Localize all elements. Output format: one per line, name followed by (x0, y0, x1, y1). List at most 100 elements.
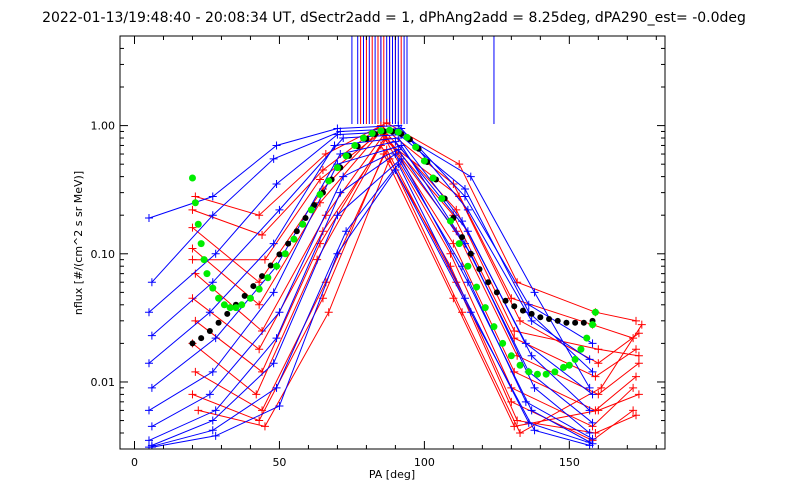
series-line-blue (151, 141, 590, 411)
data-point-red (260, 255, 269, 264)
data-point-red (188, 390, 197, 399)
fit-point-black (293, 228, 300, 235)
fit-point-black (276, 251, 283, 258)
data-point-blue (211, 334, 220, 343)
axes-layer: 0 50 100 150 0.01 0.10 1.00 (91, 35, 665, 469)
data-point-blue (147, 383, 156, 392)
data-point-blue (466, 172, 475, 181)
fit-point-black (250, 283, 257, 290)
fit-point-green (290, 235, 298, 243)
fit-point-black (224, 310, 231, 317)
data-point-blue (208, 416, 217, 425)
fit-point-black (493, 289, 500, 296)
fit-point-green (299, 220, 307, 228)
fit-point-black (511, 303, 518, 310)
fit-point-green (394, 128, 402, 136)
data-point-blue (394, 160, 403, 169)
x-tick-label: 150 (559, 456, 580, 469)
fit-point-green (342, 152, 350, 160)
data-point-blue (460, 192, 469, 201)
fit-point-black (580, 319, 587, 326)
data-point-blue (339, 134, 348, 143)
fit-point-green (246, 294, 254, 302)
data-point-red (632, 411, 641, 420)
fit-point-black (537, 314, 544, 321)
fit-point-green (589, 321, 597, 329)
fit-point-black (285, 240, 292, 247)
data-point-red (191, 316, 200, 325)
data-point-blue (269, 154, 278, 163)
data-point-blue (397, 154, 406, 163)
data-point-blue (527, 351, 536, 360)
data-point-blue (463, 278, 472, 287)
data-point-blue (275, 401, 284, 410)
fit-point-green (507, 352, 515, 360)
x-tick-label: 0 (131, 456, 138, 469)
fit-point-green (368, 129, 376, 137)
data-point-blue (144, 406, 153, 415)
data-point-blue (144, 436, 153, 445)
fit-point-green (325, 177, 333, 185)
fit-point-black (502, 297, 509, 304)
data-point-red (449, 294, 458, 303)
data-point-red (255, 278, 264, 287)
series-line-red (192, 152, 640, 427)
data-point-red (629, 334, 638, 343)
data-point-red (458, 308, 467, 317)
data-point-blue (144, 359, 153, 368)
series-line-red (192, 124, 634, 339)
fit-point-green (525, 368, 533, 376)
data-point-blue (269, 239, 278, 248)
data-point-blue (211, 431, 220, 440)
fit-point-black (467, 250, 474, 257)
fit-point-green (583, 334, 591, 342)
series-line-blue (148, 130, 593, 373)
data-point-blue (330, 141, 339, 150)
data-point-blue (463, 227, 472, 236)
fit-point-green (194, 220, 202, 228)
data-point-blue (269, 359, 278, 368)
fit-point-green (273, 262, 281, 270)
fit-point-black (572, 319, 579, 326)
data-point-red (634, 390, 643, 399)
data-point-blue (339, 172, 348, 181)
fit-point-green (238, 301, 246, 309)
data-point-red (632, 345, 641, 354)
series-line-red (192, 137, 637, 378)
data-point-red (594, 359, 603, 368)
fit-point-green (533, 370, 541, 378)
data-point-blue (585, 441, 594, 449)
data-point-blue (208, 211, 217, 220)
data-point-red (507, 294, 516, 303)
fit-point-green (188, 174, 196, 182)
data-point-blue (272, 334, 281, 343)
data-point-blue (397, 141, 406, 150)
fit-point-green (209, 284, 217, 292)
data-point-red (255, 345, 264, 354)
data-point-red (260, 422, 269, 431)
data-point-red (382, 118, 391, 127)
data-point-blue (336, 188, 345, 197)
fit-point-black (485, 279, 492, 286)
fit-point-green (197, 240, 205, 248)
data-point-blue (585, 406, 594, 415)
series-line-blue (151, 148, 590, 434)
data-point-red (516, 428, 525, 437)
fit-point-green (464, 262, 472, 270)
fit-point-black (311, 202, 318, 209)
data-point-red (597, 383, 606, 392)
fit-point-black (259, 273, 266, 280)
data-point-blue (391, 150, 400, 159)
fit-point-black (206, 327, 213, 334)
data-point-blue (585, 428, 594, 437)
data-point-blue (147, 443, 156, 449)
series-line-blue (148, 144, 593, 424)
fit-point-green (499, 339, 507, 347)
series-line-red (195, 148, 637, 434)
data-point-blue (521, 339, 530, 348)
data-point-red (324, 308, 333, 317)
data-point-red (316, 175, 325, 184)
data-point-red (510, 326, 519, 335)
fit-point-green (551, 368, 559, 376)
data-layer (144, 36, 646, 449)
